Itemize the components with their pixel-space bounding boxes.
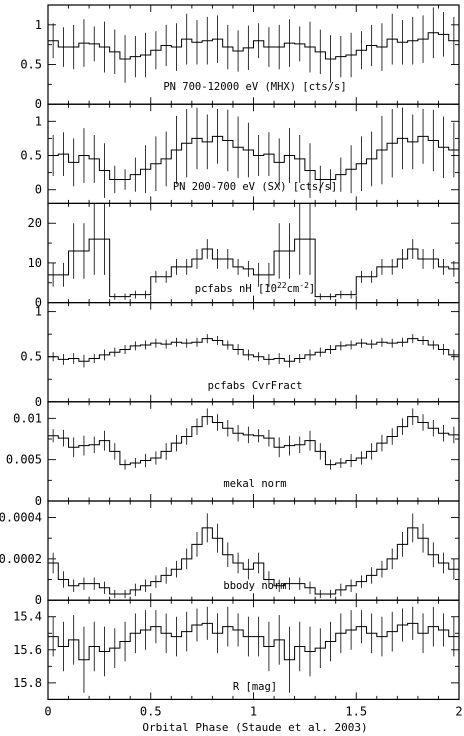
panel-label: PN 700-12000 eV (MHX) [cts/s]	[163, 81, 346, 93]
y-tick-label: 0.0002	[0, 552, 42, 566]
x-tick-label: 1	[250, 704, 257, 718]
y-tick-label: 10	[28, 256, 42, 270]
x-tick-label: 2	[455, 704, 462, 718]
y-tick-label: 0	[35, 183, 42, 197]
y-tick-label: 1	[35, 18, 42, 32]
panel-label: R [mag]	[233, 681, 277, 693]
panel-label: PN 200-700 eV (SX) [cts/s]	[173, 181, 337, 193]
panel-4: 0 0.5 1 pcfabs CvrFract	[20, 302, 460, 409]
x-tick-label: 1.5	[345, 704, 367, 718]
label-part: pcfabs nH [10	[195, 283, 277, 295]
y-tick-label: 0	[35, 296, 42, 310]
panel-label: mekal norm	[223, 478, 286, 490]
x-tick-label: 0	[44, 704, 51, 718]
panel-label: pcfabs nH [1022cm-2]	[195, 281, 315, 295]
y-tick-label: 0.005	[6, 453, 42, 467]
x-axis-title: Orbital Phase (Staude et al. 2003)	[142, 721, 367, 734]
y-tick-label: 0	[35, 395, 42, 409]
y-tick-label: 1	[35, 114, 42, 128]
panel-label: bbody norm	[223, 580, 286, 592]
panel-6: 0 0.0002 0.0004 bbody norm	[0, 500, 460, 607]
panel-1: 0 0.5 1 PN 700-12000 eV (MHX) [cts/s]	[20, 4, 460, 111]
label-part: cm	[287, 283, 300, 295]
panel-5: 0 0.005 0.01 mekal norm	[6, 401, 460, 508]
histogram-step-line	[48, 135, 459, 180]
y-tick-label: 0.0004	[0, 511, 42, 525]
y-tick-label: 15.6	[13, 643, 42, 657]
label-part: ]	[309, 283, 315, 295]
x-tick-label: 0.5	[140, 704, 162, 718]
y-tick-label: 1	[35, 305, 42, 319]
y-tick-label: 0.5	[20, 149, 42, 163]
y-tick-label: 0	[35, 494, 42, 508]
panel-7: 15.4 15.6 15.80 0.5 1 1.5 2 R [mag]	[13, 599, 463, 718]
y-tick-label: 15.4	[13, 610, 42, 624]
panel-2: 0 0.5 1 PN 200-700 eV (SX) [cts/s]	[20, 103, 460, 204]
y-tick-label: 0.5	[20, 58, 42, 72]
histogram-step-line	[48, 32, 459, 60]
histogram-step-line	[48, 338, 459, 362]
y-tick-label: 0	[35, 593, 42, 607]
label-superscript: -2	[299, 281, 309, 290]
histogram-step-line	[48, 416, 459, 466]
panels-group: 0 0.5 1 PN 700-12000 eV (MHX) [cts/s] 0 0.5 1 P…	[0, 4, 463, 718]
y-tick-label: 0.5	[20, 350, 42, 364]
y-tick-label: 0	[35, 97, 42, 111]
histogram-step-line	[48, 622, 459, 661]
y-tick-label: 20	[28, 216, 42, 230]
panel-label: pcfabs CvrFract	[208, 380, 303, 392]
y-tick-label: 15.8	[13, 676, 42, 690]
label-superscript: 22	[277, 281, 287, 290]
y-tick-label: 0.01	[13, 411, 42, 425]
panel-3: 0 10 20 pcfabs nH [1022cm-2]	[28, 202, 460, 310]
